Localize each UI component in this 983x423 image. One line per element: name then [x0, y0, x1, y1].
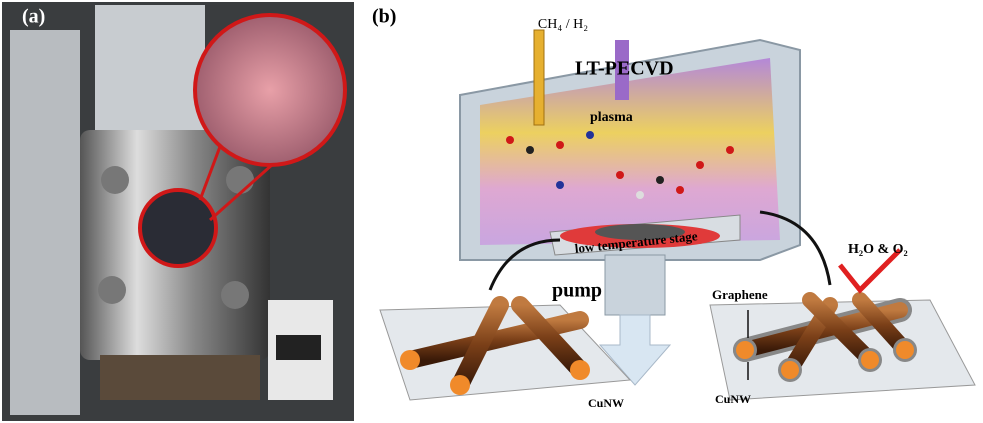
- controller-display: [276, 335, 321, 360]
- cabinet-door: [10, 30, 80, 415]
- pump-tube: [605, 255, 665, 315]
- top-unit: [95, 5, 205, 135]
- chamber-title: LT-PECVD: [575, 58, 674, 80]
- cunw-label: CuNW: [588, 396, 624, 410]
- photo-panel: (a): [2, 2, 354, 421]
- figure: (a) (b) CH₄ / H₂ LT-PECVD plasma low tem…: [0, 0, 983, 423]
- port: [101, 166, 129, 194]
- gas-inlet: [534, 30, 544, 125]
- pump-label: pump: [552, 280, 602, 302]
- outgas-label: H₂O & O₂: [848, 242, 908, 257]
- port: [221, 281, 249, 309]
- panel-label: (b): [372, 6, 396, 28]
- schematic-panel: (b) CH₄ / H₂ LT-PECVD plasma low tempera…: [372, 6, 975, 410]
- base: [100, 355, 260, 400]
- port: [226, 166, 254, 194]
- panel-label: (a): [22, 6, 45, 28]
- plasma-label: plasma: [590, 110, 633, 125]
- window: [140, 190, 216, 266]
- zoom-circle: [195, 15, 345, 165]
- graphene-label: Graphene: [712, 287, 768, 302]
- gas-label: CH₄ / H₂: [538, 17, 588, 32]
- port: [98, 276, 126, 304]
- cunw-label: CuNW: [715, 392, 751, 406]
